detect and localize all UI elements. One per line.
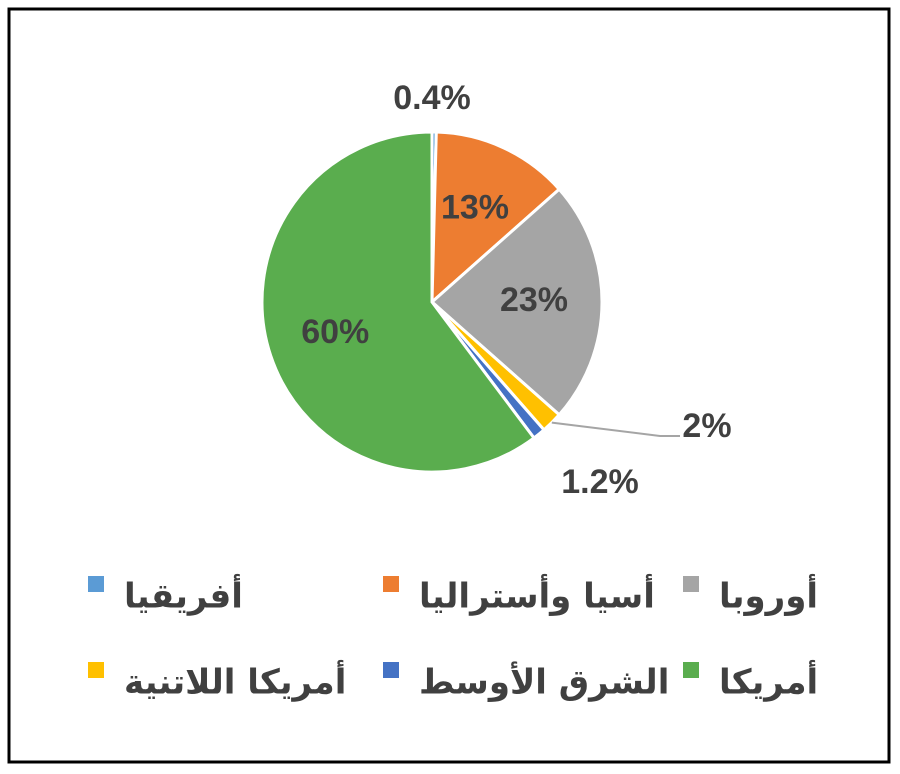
data-label: 1.2% xyxy=(561,463,639,501)
data-label: 13% xyxy=(441,188,509,226)
data-label: 60% xyxy=(301,313,369,351)
legend-label: أسيا وأستراليا xyxy=(419,574,655,617)
pie-slice xyxy=(429,187,604,417)
legend-label: أمريكا xyxy=(719,660,818,703)
pie-slice xyxy=(430,130,562,306)
legend-marker xyxy=(88,576,104,592)
pie-slice xyxy=(260,130,537,474)
data-label: 23% xyxy=(500,281,568,319)
leader-line xyxy=(551,421,680,437)
legend-marker xyxy=(383,576,399,592)
legend-label: أوروبا xyxy=(719,574,818,617)
legend-marker xyxy=(88,662,104,678)
legend-label: الشرق الأوسط xyxy=(419,661,669,703)
legend-marker xyxy=(683,662,699,678)
data-label: 0.4% xyxy=(393,79,471,117)
legend-marker xyxy=(383,662,399,678)
legend-marker xyxy=(683,576,699,592)
data-label: 2% xyxy=(682,407,731,445)
legend-label: أفريقيا xyxy=(124,574,243,617)
legend-label: أمريكا اللاتنية xyxy=(124,660,346,703)
